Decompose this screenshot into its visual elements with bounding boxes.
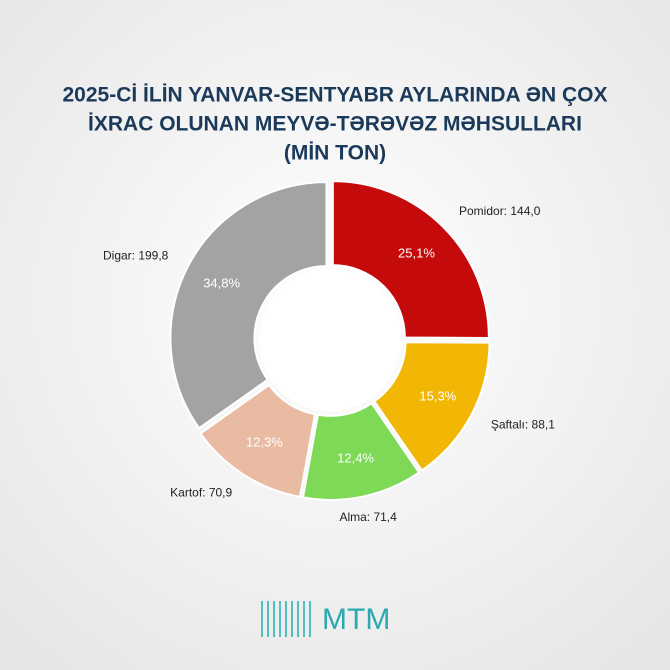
- donut-hole: [259, 269, 401, 411]
- slice: [169, 181, 328, 430]
- chart-title: (MİN TON): [284, 142, 386, 165]
- value-label: Alma: 71,4: [339, 510, 397, 524]
- logo-icon: [261, 601, 311, 637]
- slice: [199, 383, 317, 499]
- value-label: Şaftalı: 88,1: [491, 417, 555, 431]
- slice: [301, 401, 421, 501]
- value-label: Pomidor: 144,0: [459, 204, 541, 218]
- slice: [331, 180, 490, 339]
- percentage-label: 12,4%: [337, 451, 374, 466]
- slice: [372, 341, 491, 472]
- value-label: Digar: 199,8: [103, 249, 169, 263]
- chart-title: 2025-Cİ İLİN YANVAR-SENTYABR AYLARINDA Ə…: [62, 84, 607, 107]
- logo-text: MTM: [322, 603, 390, 636]
- percentage-label: 25,1%: [398, 245, 435, 260]
- percentage-label: 15,3%: [419, 389, 456, 404]
- chart-title: İXRAC OLUNAN MEYVƏ-TƏRƏVƏZ MƏHSULLARI: [88, 113, 582, 136]
- value-label: Kartof: 70,9: [170, 486, 232, 500]
- percentage-label: 12,3%: [246, 434, 283, 449]
- percentage-label: 34,8%: [203, 275, 240, 290]
